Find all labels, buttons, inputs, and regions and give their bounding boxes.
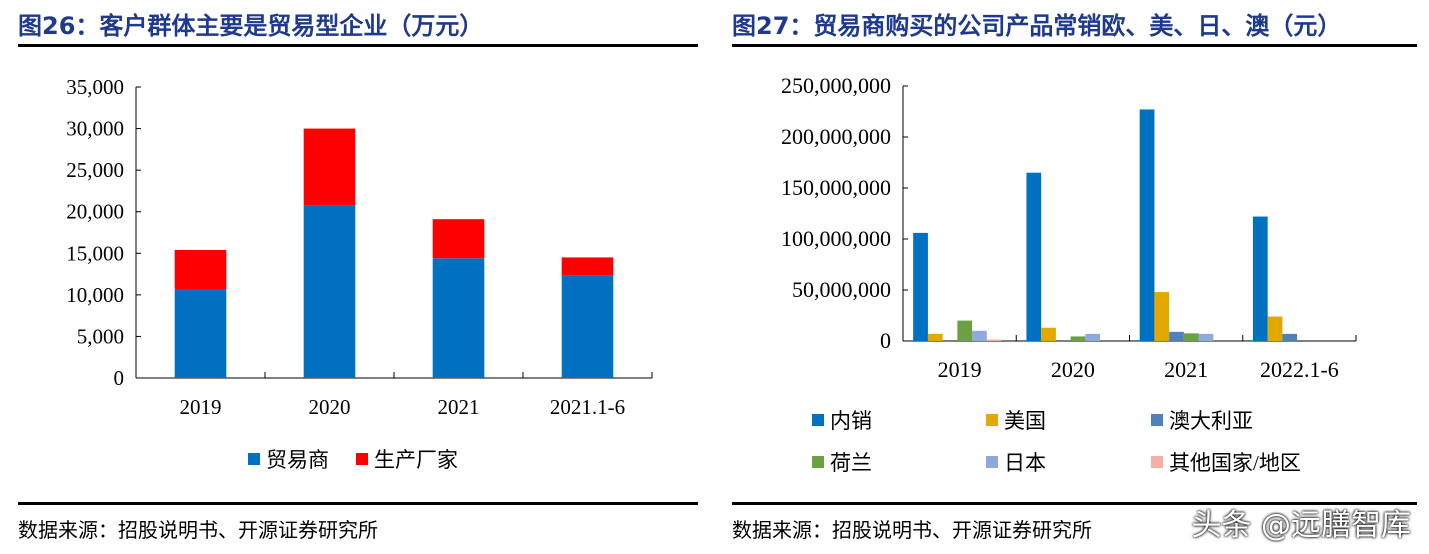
bar-美国	[1267, 316, 1283, 341]
legend-label: 生产厂家	[374, 448, 458, 472]
y-tick-label: 250,000,000	[781, 73, 891, 98]
bar-生产厂家	[303, 128, 356, 206]
bar-内销	[1252, 216, 1268, 341]
legend-swatch	[1151, 414, 1163, 426]
bar-美国	[1154, 292, 1170, 341]
title-rule	[18, 44, 698, 47]
bar-内销	[1139, 109, 1155, 342]
source-note: 数据来源：招股说明书、开源证券研究所	[18, 518, 378, 542]
source-note: 数据来源：招股说明书、开源证券研究所	[732, 518, 1092, 542]
y-tick-label: 30,000	[66, 117, 124, 141]
bar-贸易商	[561, 275, 614, 378]
watermark: 头条 @远膳智库	[1191, 508, 1411, 543]
y-tick-label: 0	[880, 328, 891, 353]
bar-生产厂家	[561, 257, 614, 276]
bar-美国	[927, 333, 943, 341]
legend-swatch	[986, 414, 998, 426]
bar-贸易商	[303, 205, 356, 378]
legend-label: 日本	[1004, 451, 1046, 475]
title-rule	[732, 44, 1417, 47]
bar-澳大利亚	[1169, 331, 1184, 341]
grouped-bar-chart: 0 50,000,000 100,000,000 150,000,000 200,000…	[781, 73, 1357, 475]
bar-内销	[913, 232, 928, 341]
x-tick-label: 2020	[1051, 357, 1095, 382]
bar-日本	[1085, 333, 1101, 341]
legend-label: 其他国家/地区	[1169, 451, 1301, 475]
legend-label: 澳大利亚	[1169, 409, 1253, 433]
chart-title: 图26：客户群体主要是贸易型企业（万元）	[18, 12, 484, 40]
bar-荷兰	[1070, 336, 1086, 341]
y-tick-label: 20,000	[66, 200, 124, 224]
chart-panel-left: 图26：客户群体主要是贸易型企业（万元） 0 5,000 10,000 15,000 2…	[0, 0, 710, 554]
legend-swatch	[248, 453, 260, 465]
x-tick-label: 2021	[1164, 357, 1208, 382]
y-tick-label: 0	[114, 366, 125, 390]
bar-贸易商	[432, 258, 485, 378]
y-tick-label: 150,000,000	[781, 175, 891, 200]
chart-title: 图27：贸易商购买的公司产品常销欧、美、日、澳（元）	[732, 12, 1342, 40]
y-tick-label: 50,000,000	[792, 277, 891, 302]
legend-swatch	[356, 453, 368, 465]
legend-label: 内销	[830, 409, 872, 433]
legend-label: 荷兰	[830, 451, 872, 475]
legend-swatch	[986, 456, 998, 468]
bar-生产厂家	[432, 219, 485, 259]
bar-贸易商	[174, 289, 227, 378]
legend-swatch	[812, 414, 824, 426]
bar-生产厂家	[174, 249, 227, 290]
bar-内销	[1026, 172, 1042, 341]
bar-澳大利亚	[1282, 333, 1298, 341]
x-tick-label: 2021	[438, 395, 480, 419]
y-tick-label: 25,000	[66, 158, 124, 182]
legend-label: 美国	[1004, 409, 1046, 433]
y-tick-label: 200,000,000	[781, 124, 891, 149]
x-tick-label: 2022.1-6	[1260, 357, 1339, 382]
x-tick-label: 2019	[938, 357, 982, 382]
legend-swatch	[1151, 456, 1163, 468]
chart-panel-right: 图27：贸易商购买的公司产品常销欧、美、日、澳（元） 0 50,000,000 10…	[714, 0, 1429, 554]
bar-荷兰	[1183, 333, 1199, 341]
bar-美国	[1041, 327, 1056, 341]
y-tick-label: 100,000,000	[781, 226, 891, 251]
x-tick-label: 2019	[180, 395, 222, 419]
source-rule	[18, 502, 698, 505]
legend-swatch	[812, 456, 824, 468]
bar-日本	[972, 330, 987, 341]
y-tick-label: 5,000	[77, 324, 124, 348]
x-tick-label: 2021.1-6	[550, 395, 625, 419]
y-tick-label: 35,000	[66, 75, 124, 99]
y-tick-label: 15,000	[66, 241, 124, 265]
y-tick-label: 10,000	[66, 283, 124, 307]
bar-荷兰	[957, 320, 973, 341]
bar-日本	[1198, 333, 1214, 341]
stacked-bar-chart: 0 5,000 10,000 15,000 20,000 25,000 30,000 35,0…	[66, 75, 653, 472]
bar-其他国家/地区	[986, 339, 1002, 341]
legend-label: 贸易商	[266, 448, 329, 472]
x-tick-label: 2020	[309, 395, 351, 419]
source-rule	[732, 502, 1417, 505]
